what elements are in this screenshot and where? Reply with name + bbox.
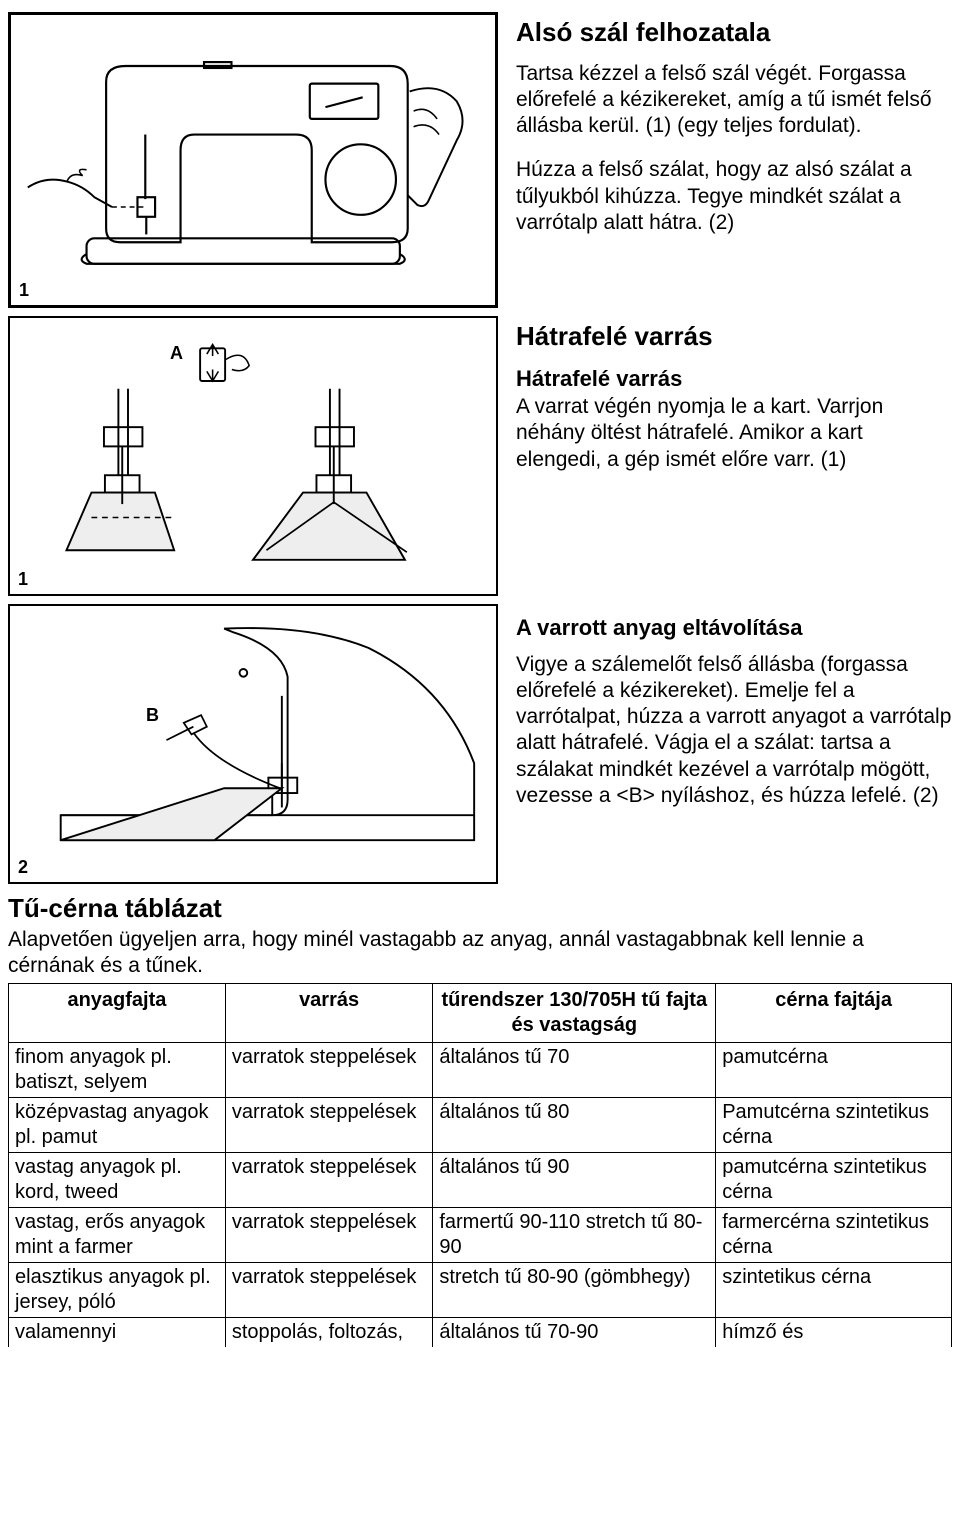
table-row: elasztikus anyagok pl. jersey, pólóvarra… — [9, 1263, 952, 1318]
table-row: vastag anyagok pl. kord, tweedvarratok s… — [9, 1153, 952, 1208]
reverse-sewing-illustration — [18, 331, 488, 581]
figure-3-label-b: B — [146, 704, 159, 727]
table-row: finom anyagok pl. batiszt, selyemvarrato… — [9, 1043, 952, 1098]
table-cell: vastag anyagok pl. kord, tweed — [9, 1153, 226, 1208]
figure-1-number: 1 — [19, 279, 29, 302]
section2-p1: A varrat végén nyomja le a kart. Varrjon… — [516, 394, 952, 473]
table-cell: hímző és — [716, 1318, 952, 1348]
table-row: középvastag anyagok pl. pamutvarratok st… — [9, 1098, 952, 1153]
sewing-machine-illustration — [18, 30, 488, 290]
section3-p1: Vigye a szálemelőt felső állásba (forgas… — [516, 652, 952, 810]
table-cell: stoppolás, foltozás, — [225, 1318, 432, 1348]
table-row: vastag, erős anyagok mint a farmervarrat… — [9, 1208, 952, 1263]
table-cell: általános tű 70 — [433, 1043, 716, 1098]
th-needle: tűrendszer 130/705H tű fajta és vastagsá… — [433, 984, 716, 1043]
figure-2-box: 1 A — [8, 316, 498, 596]
th-thread: cérna fajtája — [716, 984, 952, 1043]
section1-text: Alsó szál felhozatala Tartsa kézzel a fe… — [516, 12, 952, 308]
table-cell: általános tű 70-90 — [433, 1318, 716, 1348]
needle-table-section: Tű-cérna táblázat Alapvetően ügyeljen ar… — [8, 892, 952, 1347]
figure-2-label-a: A — [170, 342, 183, 365]
table-cell: pamutcérna — [716, 1043, 952, 1098]
table-cell: varratok steppelések — [225, 1208, 432, 1263]
table-cell: középvastag anyagok pl. pamut — [9, 1098, 226, 1153]
th-material: anyagfajta — [9, 984, 226, 1043]
section3-text: A varrott anyag eltávolítása Vigye a szá… — [516, 604, 952, 884]
table-title: Tű-cérna táblázat — [8, 892, 952, 925]
table-cell: pamutcérna szintetikus cérna — [716, 1153, 952, 1208]
table-cell: valamennyi — [9, 1318, 226, 1348]
table-header-row: anyagfajta varrás tűrendszer 130/705H tű… — [9, 984, 952, 1043]
table-cell: farmertű 90-110 stretch tű 80-90 — [433, 1208, 716, 1263]
table-cell: általános tű 90 — [433, 1153, 716, 1208]
table-cell: varratok steppelések — [225, 1263, 432, 1318]
table-cell: általános tű 80 — [433, 1098, 716, 1153]
table-cell: farmercérna szintetikus cérna — [716, 1208, 952, 1263]
table-cell: varratok steppelések — [225, 1043, 432, 1098]
figure-3-box: 2 B — [8, 604, 498, 884]
section1-p2: Húzza a felső szálat, hogy az alsó szála… — [516, 157, 952, 236]
figure-3-number: 2 — [18, 856, 28, 879]
figure-2-number: 1 — [18, 568, 28, 591]
section1-title: Alsó szál felhozatala — [516, 16, 952, 49]
table-cell: szintetikus cérna — [716, 1263, 952, 1318]
section3-title: A varrott anyag eltávolítása — [516, 614, 952, 642]
table-cell: vastag, erős anyagok mint a farmer — [9, 1208, 226, 1263]
figure-1-box: 1 — [8, 12, 498, 308]
table-cell: Pamutcérna szintetikus cérna — [716, 1098, 952, 1153]
table-row: valamennyistoppolás, foltozás,általános … — [9, 1318, 952, 1348]
table-intro: Alapvetően ügyeljen arra, hogy minél vas… — [8, 927, 952, 980]
table-cell: finom anyagok pl. batiszt, selyem — [9, 1043, 226, 1098]
table-cell: varratok steppelések — [225, 1098, 432, 1153]
table-cell: varratok steppelések — [225, 1153, 432, 1208]
section1-p1: Tartsa kézzel a felső szál végét. Forgas… — [516, 61, 952, 140]
remove-fabric-illustration — [18, 619, 488, 869]
section2-text: Hátrafelé varrás Hátrafelé varrás A varr… — [516, 316, 952, 596]
table-cell: elasztikus anyagok pl. jersey, póló — [9, 1263, 226, 1318]
th-sewing: varrás — [225, 984, 432, 1043]
table-cell: stretch tű 80-90 (gömbhegy) — [433, 1263, 716, 1318]
section2-sub: Hátrafelé varrás — [516, 365, 952, 393]
section2-title: Hátrafelé varrás — [516, 320, 952, 353]
needle-thread-table: anyagfajta varrás tűrendszer 130/705H tű… — [8, 983, 952, 1347]
